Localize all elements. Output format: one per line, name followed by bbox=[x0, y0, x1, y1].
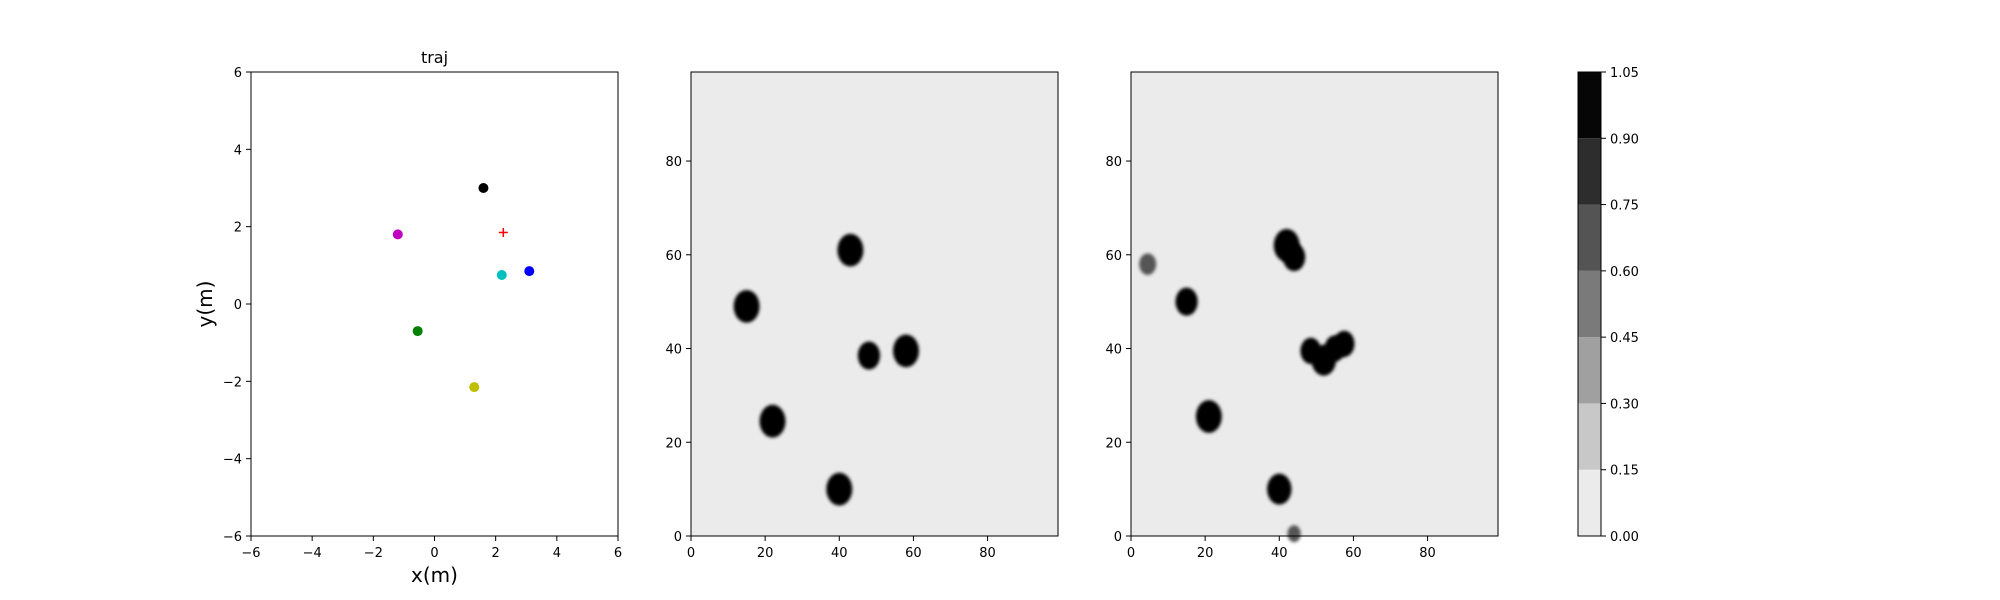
map-2-x-tick-label: 20 bbox=[1197, 546, 1214, 561]
colorbar-tick-label: 0.30 bbox=[1610, 397, 1639, 412]
map-1-y-tick-label: 80 bbox=[665, 155, 682, 170]
agent-point bbox=[412, 326, 423, 337]
trajectory-plot: traj x(m) y(m) −6 −4 −2 0 2 4 6 −6 −4 −2 0 2 4 6 bbox=[193, 48, 622, 587]
obstacle-blob bbox=[893, 334, 919, 368]
colorbar-band bbox=[1578, 403, 1601, 470]
trajectory-x-tick-label: 2 bbox=[492, 546, 500, 561]
map-1-x-tick-label: 60 bbox=[905, 546, 922, 561]
trajectory-x-tick-label: −2 bbox=[364, 546, 383, 561]
map-2-x-tick-label: 0 bbox=[1127, 546, 1135, 561]
map-1-x-tick-label: 20 bbox=[757, 546, 774, 561]
obstacle-blob bbox=[1195, 400, 1222, 433]
trajectory-title: traj bbox=[421, 48, 448, 67]
agent-point bbox=[478, 183, 489, 193]
colorbar-band bbox=[1578, 337, 1601, 404]
map-1-y-tick-label: 40 bbox=[665, 343, 682, 358]
trajectory-points bbox=[392, 183, 535, 393]
occupancy-map-2: 0 20 40 60 80 0 20 40 60 80 bbox=[1105, 71, 1499, 561]
map-1-y-tick-label: 60 bbox=[665, 249, 682, 264]
trajectory-axes-frame bbox=[250, 71, 619, 537]
obstacle-blob bbox=[826, 472, 853, 506]
occupancy-map-1: 0 20 40 60 80 0 20 40 60 80 bbox=[665, 71, 1059, 561]
trajectory-y-tick-label: −4 bbox=[223, 453, 242, 468]
colorbar-frame bbox=[1577, 71, 1602, 537]
colorbar-tick-label: 1.05 bbox=[1610, 66, 1639, 81]
colorbar-tick-label: 0.15 bbox=[1610, 464, 1639, 479]
map-2-y-tick-label: 20 bbox=[1105, 436, 1122, 451]
y-axis-label: y(m) bbox=[193, 281, 217, 328]
map-2-axes-frame bbox=[1130, 71, 1499, 537]
trajectory-y-tick-label: 6 bbox=[234, 66, 242, 81]
trajectory-x-tick-label: −4 bbox=[303, 546, 322, 561]
colorbar-tick-label: 0.90 bbox=[1610, 132, 1639, 147]
map-2-x-tick-label: 60 bbox=[1345, 546, 1362, 561]
map-1-x-tick-label: 40 bbox=[831, 546, 848, 561]
trajectory-y-tick-label: 2 bbox=[234, 221, 242, 236]
x-axis-label: x(m) bbox=[411, 563, 458, 587]
map-1-ticks: 0 20 40 60 80 0 20 40 60 80 bbox=[665, 155, 995, 561]
colorbar-band bbox=[1578, 204, 1601, 271]
colorbar-ticks: 0.00 0.15 0.30 0.45 0.60 0.75 0.90 1.05 bbox=[1601, 66, 1639, 545]
trajectory-x-tick-label: 6 bbox=[614, 546, 622, 561]
map-2-y-tick-label: 0 bbox=[1114, 530, 1122, 545]
obstacle-blob bbox=[1282, 243, 1306, 272]
agent-point bbox=[469, 382, 480, 393]
colorbar-band bbox=[1578, 72, 1601, 139]
trajectory-ticks: −6 −4 −2 0 2 4 6 −6 −4 −2 0 2 4 6 bbox=[223, 66, 622, 561]
obstacle-blob bbox=[837, 233, 864, 267]
map-1-axes-frame bbox=[690, 71, 1059, 537]
colorbar-tick-label: 0.75 bbox=[1610, 199, 1639, 214]
map-1-y-tick-label: 0 bbox=[674, 530, 682, 545]
map-2-y-tick-label: 40 bbox=[1105, 343, 1122, 358]
colorbar-bands bbox=[1578, 72, 1601, 536]
trajectory-x-tick-label: −6 bbox=[241, 546, 260, 561]
map-1-y-tick-label: 20 bbox=[665, 436, 682, 451]
obstacle-blob bbox=[1287, 525, 1301, 543]
map-1-x-tick-label: 80 bbox=[979, 546, 996, 561]
map-2-x-tick-label: 40 bbox=[1271, 546, 1288, 561]
trajectory-y-tick-label: −6 bbox=[223, 530, 242, 545]
colorbar-band bbox=[1578, 469, 1601, 536]
map-2-obstacles bbox=[1139, 229, 1355, 543]
colorbar-tick-label: 0.60 bbox=[1610, 265, 1639, 280]
agent-point bbox=[524, 266, 535, 277]
colorbar-band bbox=[1578, 138, 1601, 205]
obstacle-blob bbox=[1333, 330, 1355, 357]
obstacle-blob bbox=[857, 341, 881, 370]
obstacle-blob bbox=[1139, 253, 1157, 275]
obstacle-blob bbox=[1267, 473, 1292, 505]
map-1-obstacles bbox=[733, 233, 919, 506]
colorbar-band bbox=[1578, 270, 1601, 338]
colorbar-tick-label: 0.45 bbox=[1610, 331, 1639, 346]
trajectory-x-tick-label: 4 bbox=[553, 546, 561, 561]
obstacle-blob bbox=[759, 404, 786, 438]
colorbar-tick-label: 0.00 bbox=[1610, 530, 1639, 545]
trajectory-y-tick-label: −2 bbox=[223, 375, 242, 390]
trajectory-y-tick-label: 0 bbox=[234, 298, 242, 313]
obstacle-blob bbox=[733, 289, 760, 323]
trajectory-y-tick-label: 4 bbox=[234, 143, 242, 158]
obstacle-blob bbox=[1175, 287, 1198, 316]
map-1-x-tick-label: 0 bbox=[687, 546, 695, 561]
map-2-y-tick-label: 80 bbox=[1105, 155, 1122, 170]
agent-point bbox=[392, 229, 403, 240]
agent-point bbox=[496, 270, 507, 280]
map-2-y-tick-label: 60 bbox=[1105, 249, 1122, 264]
trajectory-x-tick-label: 0 bbox=[430, 546, 438, 561]
map-2-x-tick-label: 80 bbox=[1419, 546, 1436, 561]
map-2-ticks: 0 20 40 60 80 0 20 40 60 80 bbox=[1105, 155, 1435, 561]
colorbar: 0.00 0.15 0.30 0.45 0.60 0.75 0.90 1.05 bbox=[1577, 66, 1639, 545]
